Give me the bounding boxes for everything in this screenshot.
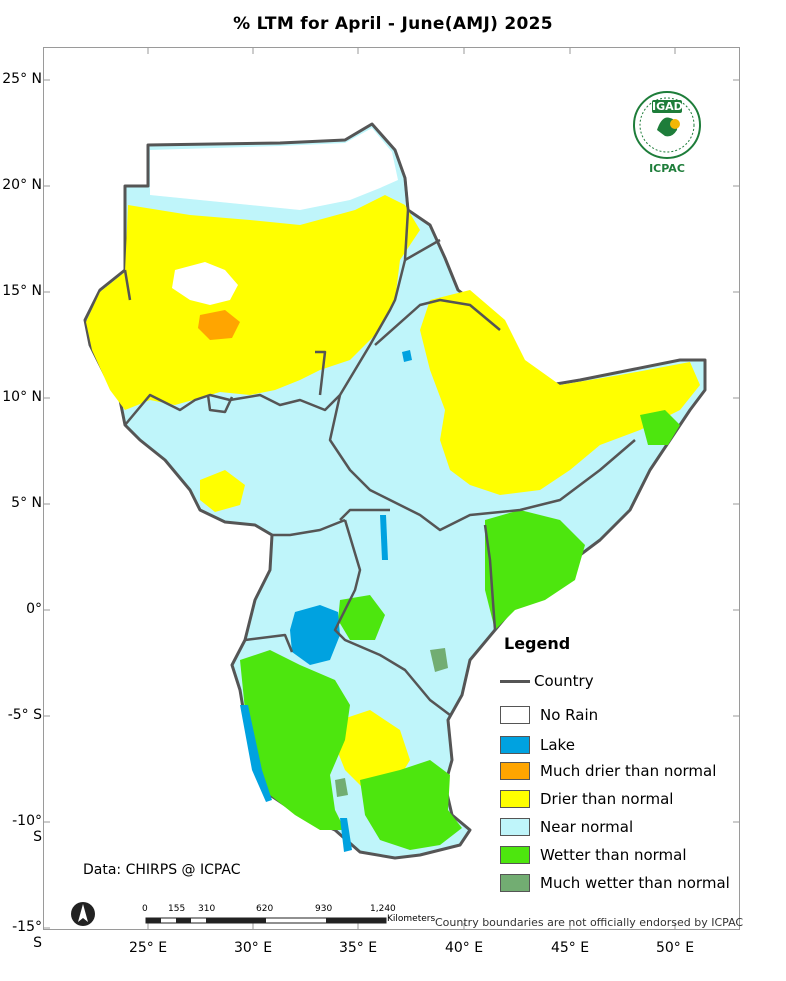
- scale-tick: 1,240: [370, 904, 396, 914]
- area-drier-cameroon: [200, 470, 245, 512]
- legend-item-country: Country: [500, 670, 594, 692]
- area-much-wetter-tanzania: [430, 648, 448, 672]
- area-wetter-somalia: [640, 410, 680, 445]
- legend-swatch: [500, 846, 530, 864]
- x-axis-label: 30° E: [233, 940, 273, 956]
- logo-emblem-icon: [633, 91, 701, 159]
- x-axis-label: 45° E: [550, 940, 590, 956]
- country-line-swatch: [500, 679, 530, 683]
- scale-tick: 930: [315, 904, 333, 914]
- area-wetter-tanzania: [360, 760, 462, 850]
- legend-swatch: [500, 706, 530, 724]
- country-boundaries: [123, 177, 636, 716]
- legend-item: Much drier than normal: [500, 760, 716, 782]
- scale-tick: 620: [256, 904, 274, 914]
- legend-item: Near normal: [500, 816, 633, 838]
- area-much-drier-sudan: [198, 310, 240, 340]
- legend-swatch: [500, 874, 530, 892]
- y-axis-label: 20° N: [2, 177, 42, 193]
- legend-title: Legend: [504, 634, 571, 653]
- legend-label: Drier than normal: [540, 790, 674, 808]
- y-axis-label: 15° N: [2, 283, 42, 299]
- scale-unit: Kilometers: [387, 914, 436, 924]
- y-axis-label: 25° N: [2, 71, 42, 87]
- legend-item: Much wetter than normal: [500, 872, 730, 894]
- legend-item: No Rain: [500, 704, 598, 726]
- map-frame: [43, 47, 740, 930]
- legend-label: Near normal: [540, 818, 634, 836]
- area-no-rain: [172, 262, 238, 305]
- scale-tick: 310: [198, 904, 216, 914]
- x-axis-label: 25° E: [128, 940, 168, 956]
- legend-swatch: [500, 818, 530, 836]
- y-axis-label: 5° N: [11, 495, 42, 511]
- scale-tick: 0: [142, 904, 148, 914]
- x-axis-label: 40° E: [444, 940, 484, 956]
- legend-label: Much drier than normal: [540, 762, 717, 780]
- x-axis-label: 50° E: [655, 940, 695, 956]
- legend-label: Country: [534, 672, 594, 690]
- legend-label: Lake: [540, 736, 575, 754]
- legend-swatch: [500, 790, 530, 808]
- disclaimer-text: Country boundaries are not officially en…: [435, 916, 744, 929]
- graticule-ticks: [43, 47, 740, 930]
- x-axis-label: 35° E: [338, 940, 378, 956]
- legend-label: Much wetter than normal: [540, 874, 730, 892]
- lake-malawi: [340, 818, 352, 852]
- area-much-wetter-lake-region: [335, 778, 348, 797]
- y-axis-label: -15° S: [12, 919, 42, 951]
- area-drier-tanzania: [335, 710, 410, 790]
- area-wetter-drc: [240, 650, 350, 830]
- area-wetter-uganda: [338, 595, 385, 640]
- legend-swatch: [500, 736, 530, 754]
- legend-item: Lake: [500, 734, 575, 756]
- map-title: % LTM for April - June(AMJ) 2025: [233, 14, 553, 34]
- lake-tanganyika: [240, 705, 272, 802]
- lake-turkana: [380, 515, 388, 560]
- y-axis-label: 10° N: [2, 389, 42, 405]
- north-arrow-icon: [70, 901, 96, 931]
- legend-label: Wetter than normal: [540, 846, 687, 864]
- scale-bar: 0 155 310 620 930 1,240 Kilometers: [140, 902, 440, 934]
- lake-tana: [402, 350, 412, 362]
- area-wetter-kenya: [485, 510, 585, 630]
- legend-item: Wetter than normal: [500, 844, 687, 866]
- logo-top-text: IGAD: [652, 100, 683, 113]
- legend-item: Drier than normal: [500, 788, 673, 810]
- lake-victoria: [290, 605, 340, 665]
- igad-icpac-logo: IGAD ICPAC: [630, 90, 704, 175]
- y-axis-label: -10° S: [12, 813, 42, 845]
- legend-swatch: [500, 762, 530, 780]
- scale-tick: 155: [168, 904, 186, 914]
- legend-label: No Rain: [540, 706, 599, 724]
- y-axis-label: -5° S: [7, 707, 42, 723]
- area-drier-north: [86, 195, 420, 410]
- data-source-credit: Data: CHIRPS @ ICPAC: [83, 862, 241, 878]
- y-axis-label: 0°: [26, 601, 42, 617]
- area-drier-ethiopia: [420, 290, 700, 495]
- logo-bottom-text: ICPAC: [649, 162, 685, 175]
- area-no-rain-north: [150, 128, 398, 210]
